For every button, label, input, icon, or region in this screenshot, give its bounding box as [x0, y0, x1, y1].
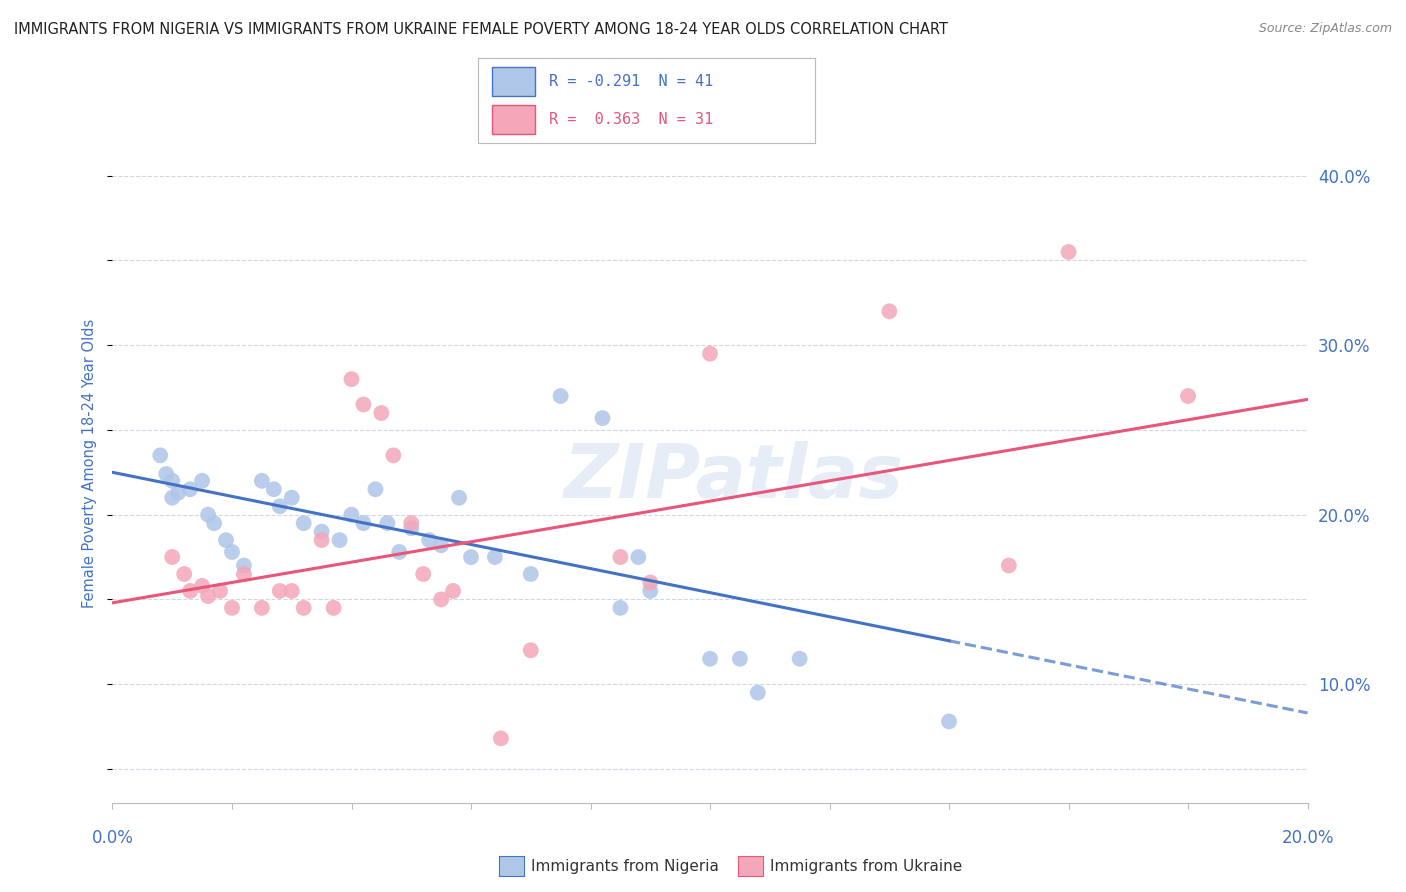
Point [173, 567, 195, 582]
Text: Source: ZipAtlas.com: Source: ZipAtlas.com [1258, 22, 1392, 36]
Point [197, 508, 219, 522]
Point [430, 592, 453, 607]
Text: 0.0%: 0.0% [91, 829, 134, 847]
Point [250, 601, 273, 615]
Point [311, 533, 333, 548]
Point [179, 483, 201, 497]
Point [155, 467, 177, 481]
Text: R =  0.363  N = 31: R = 0.363 N = 31 [548, 112, 713, 128]
Point [484, 549, 506, 565]
Point [789, 651, 811, 665]
FancyBboxPatch shape [492, 105, 536, 134]
Point [221, 601, 243, 615]
Y-axis label: Female Poverty Among 18-24 Year Olds: Female Poverty Among 18-24 Year Olds [82, 319, 97, 608]
Point [460, 549, 482, 565]
Point [269, 500, 291, 514]
Point [162, 549, 183, 565]
Point [191, 579, 214, 593]
Point [382, 449, 405, 463]
Point [520, 567, 543, 582]
Point [167, 485, 190, 500]
Point [699, 347, 721, 361]
Point [998, 558, 1021, 573]
Point [412, 567, 434, 582]
Point [352, 398, 374, 412]
Point [202, 516, 225, 530]
Point [938, 714, 960, 729]
Point [250, 474, 273, 488]
Point [388, 545, 411, 559]
FancyBboxPatch shape [492, 67, 536, 96]
Point [877, 304, 901, 318]
Text: Immigrants from Ukraine: Immigrants from Ukraine [770, 859, 963, 873]
Point [609, 601, 631, 615]
Point [221, 545, 243, 559]
Point [208, 584, 231, 599]
Text: R = -0.291  N = 41: R = -0.291 N = 41 [548, 74, 713, 89]
Text: ZIPatlas: ZIPatlas [564, 441, 904, 514]
Point [364, 483, 387, 497]
Text: IMMIGRANTS FROM NIGERIA VS IMMIGRANTS FROM UKRAINE FEMALE POVERTY AMONG 18-24 YE: IMMIGRANTS FROM NIGERIA VS IMMIGRANTS FR… [14, 22, 948, 37]
Point [1177, 389, 1199, 403]
Text: Immigrants from Nigeria: Immigrants from Nigeria [531, 859, 720, 873]
Point [520, 643, 543, 657]
Point [162, 474, 183, 488]
Point [377, 516, 399, 530]
Point [699, 651, 721, 665]
Point [292, 516, 315, 530]
Point [322, 601, 344, 615]
Point [340, 508, 363, 522]
Point [281, 584, 304, 599]
Point [441, 584, 464, 599]
Point [489, 731, 512, 746]
Point [191, 474, 214, 488]
Point [292, 601, 315, 615]
Point [728, 651, 751, 665]
Point [1057, 245, 1080, 260]
Point [232, 567, 256, 582]
Point [401, 516, 423, 530]
Point [447, 491, 470, 505]
Point [269, 584, 291, 599]
Point [430, 538, 453, 552]
Point [149, 449, 172, 463]
Text: 20.0%: 20.0% [1281, 829, 1334, 847]
Point [370, 406, 392, 420]
Point [263, 483, 285, 497]
Point [627, 549, 650, 565]
Point [609, 549, 631, 565]
Point [215, 533, 238, 548]
Point [281, 491, 304, 505]
Point [592, 411, 614, 425]
Point [418, 533, 440, 548]
Point [638, 575, 662, 590]
Point [747, 685, 769, 699]
Point [328, 533, 352, 548]
Point [401, 521, 423, 535]
Point [232, 558, 256, 573]
Point [638, 584, 662, 599]
Point [340, 372, 363, 386]
Point [197, 589, 219, 603]
Point [162, 491, 183, 505]
Point [179, 584, 201, 599]
Point [311, 524, 333, 539]
Point [550, 389, 572, 403]
Point [352, 516, 374, 530]
